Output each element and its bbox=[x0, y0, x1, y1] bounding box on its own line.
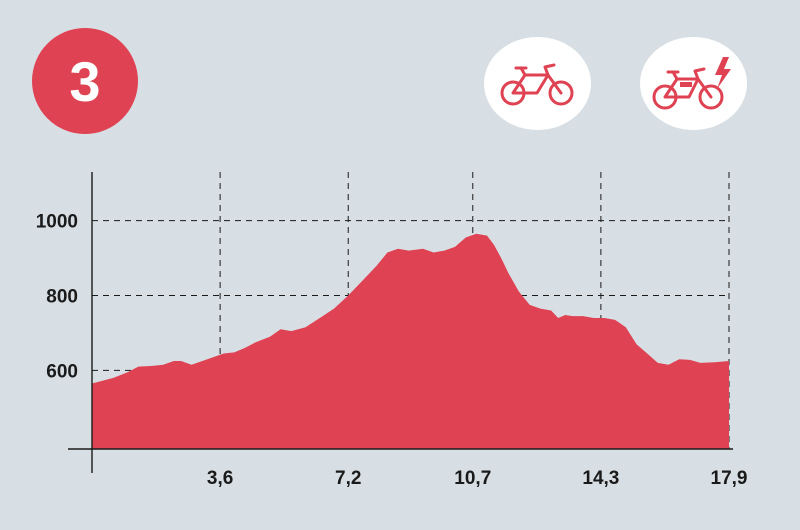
bicycle-badge bbox=[484, 37, 591, 130]
route-number-badge: 3 bbox=[32, 28, 138, 134]
y-tick-label-2: 1000 bbox=[36, 212, 78, 233]
y-tick-labels: 600 800 1000 bbox=[36, 212, 78, 383]
x-tick-label-1: 7,2 bbox=[335, 468, 361, 489]
y-tick-label-0: 600 bbox=[46, 361, 78, 382]
x-tick-label-0: 3,6 bbox=[207, 468, 233, 489]
bicycle-icon bbox=[500, 63, 573, 105]
x-tick-label-3: 14,3 bbox=[582, 468, 619, 489]
electric-bicycle-icon bbox=[652, 56, 731, 109]
x-tick-label-2: 10,7 bbox=[454, 468, 491, 489]
x-tick-label-4: 17,9 bbox=[711, 468, 748, 489]
y-tick-label-1: 800 bbox=[46, 287, 78, 308]
electric-bicycle-badge bbox=[640, 37, 747, 130]
elevation-area bbox=[92, 233, 729, 449]
x-tick-labels: 3,6 7,2 10,7 14,3 17,9 bbox=[207, 468, 748, 489]
route-number: 3 bbox=[69, 49, 101, 113]
